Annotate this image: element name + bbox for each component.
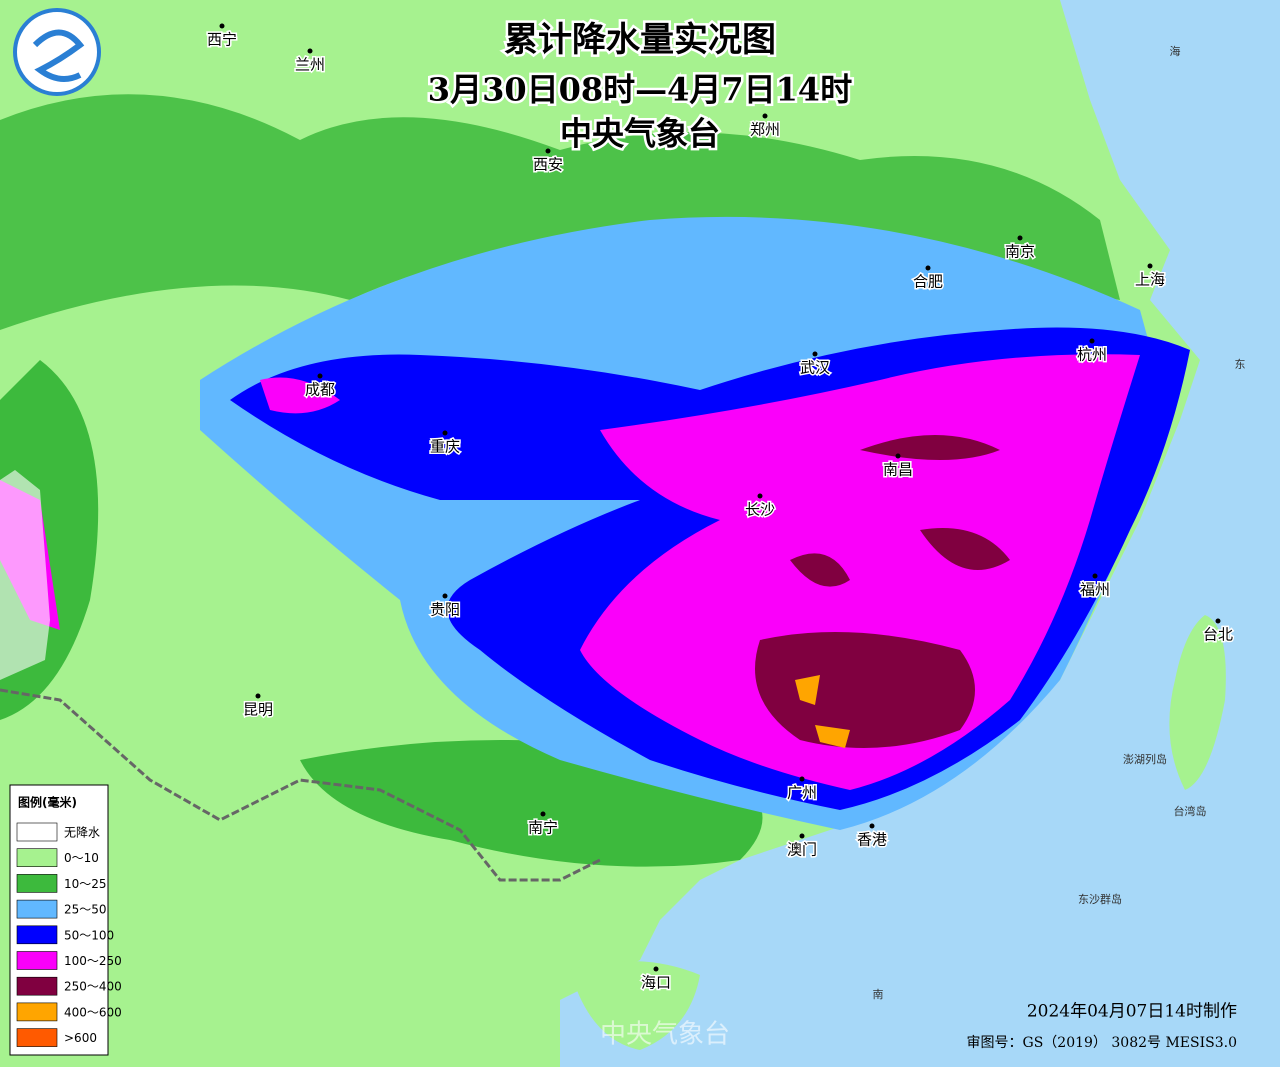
city-dot: [1092, 573, 1098, 579]
legend-swatch: [16, 951, 58, 970]
city-label: 台北: [1203, 626, 1233, 644]
approval: 审图号：GS（2019） 3082号 MESIS3.0: [967, 1035, 1237, 1051]
city-dot: [757, 493, 763, 499]
taiwan: [1169, 615, 1226, 790]
city-dot: [762, 113, 768, 119]
city-dot: [925, 265, 931, 271]
city-label: 武汉: [800, 359, 830, 377]
city-dot: [219, 23, 225, 29]
hainan: [570, 961, 700, 1050]
place-label: 东沙群岛: [1078, 892, 1122, 906]
title: 累计降水量实况图: [504, 20, 776, 60]
agency: 中央气象台: [560, 115, 720, 153]
city-dot: [255, 693, 261, 699]
city-label: 兰州: [295, 56, 325, 74]
city-dot: [653, 966, 659, 972]
city-dot: [442, 593, 448, 599]
legend-swatch: [16, 874, 58, 893]
band-250-400: [790, 435, 1010, 587]
band-100-250: [580, 354, 1140, 790]
city-dot: [895, 453, 901, 459]
legend-swatch: [16, 976, 58, 996]
city-label: 重庆: [430, 438, 460, 456]
place-label: 东: [1235, 358, 1246, 371]
watermark: 中央气象台: [600, 1020, 730, 1050]
legend-swatch: [16, 848, 58, 868]
city-label: 西宁: [207, 31, 237, 49]
legend-swatch: [16, 1002, 58, 1022]
legend-label: 250～400: [64, 980, 122, 994]
legend-swatch: [16, 925, 58, 945]
band-400-600: [795, 675, 850, 748]
logo: [13, 8, 101, 96]
city-dot: [812, 351, 818, 357]
legend-label: 0～10: [64, 851, 99, 865]
city-dot: [1017, 235, 1023, 241]
city-label: 合肥: [913, 273, 943, 291]
city-label: 昆明: [243, 701, 273, 719]
city-label: 成都: [305, 381, 335, 399]
legend-title: 图例(毫米): [18, 795, 77, 810]
place-label: 海: [1170, 44, 1181, 58]
city-label: 南宁: [528, 819, 558, 837]
city-dot: [1215, 618, 1221, 624]
legend-swatch: [16, 1028, 58, 1047]
city-dot: [799, 833, 805, 839]
made-date: 2024年04月07日14时制作: [1027, 1002, 1237, 1022]
place-label: 澎湖列岛: [1123, 752, 1167, 766]
city-label: 西安: [533, 156, 563, 174]
precip-layers: [0, 94, 1190, 867]
city-dot: [1089, 338, 1095, 344]
border: [0, 688, 601, 882]
city-label: 福州: [1080, 581, 1110, 599]
band-10-25: [0, 94, 1120, 331]
legend-label: 100～250: [64, 954, 122, 968]
no-data: [0, 470, 50, 680]
city-label: 郑州: [750, 121, 780, 139]
legend-label: >600: [64, 1031, 97, 1045]
city-dot: [545, 148, 551, 154]
band-250-400: [755, 632, 975, 748]
legend-label: 400～600: [64, 1005, 122, 1019]
city-label: 上海: [1135, 271, 1165, 289]
legend-swatch: [16, 899, 58, 919]
subtitle: 3月30日08时—4月7日14时: [428, 71, 852, 109]
logo-mark: [32, 29, 85, 82]
city-dot: [1147, 263, 1153, 269]
city-label: 南昌: [883, 461, 913, 479]
legend-swatch: [16, 822, 58, 842]
city-dot: [540, 811, 546, 817]
city-dot: [442, 430, 448, 436]
city-label: 广州: [787, 784, 817, 802]
city-label: 贵阳: [430, 601, 460, 619]
legend-label: 25～50: [64, 903, 107, 917]
city-label: 海口: [641, 974, 671, 992]
city-label: 香港: [857, 831, 887, 849]
city-label: 南京: [1005, 243, 1035, 261]
city-label: 澳门: [787, 841, 817, 859]
city-dot: [869, 823, 875, 829]
city-label: 长沙: [745, 501, 775, 519]
place-label: 台湾岛: [1174, 804, 1207, 818]
city-label: 杭州: [1077, 346, 1107, 364]
legend-label: 50～100: [64, 928, 114, 942]
legend-label: 10～25: [64, 877, 107, 891]
city-dot: [307, 48, 313, 54]
legend-label: 无降水: [64, 826, 100, 840]
city-dot: [799, 776, 805, 782]
city-dot: [317, 373, 323, 379]
place-label: 南: [873, 988, 884, 1001]
